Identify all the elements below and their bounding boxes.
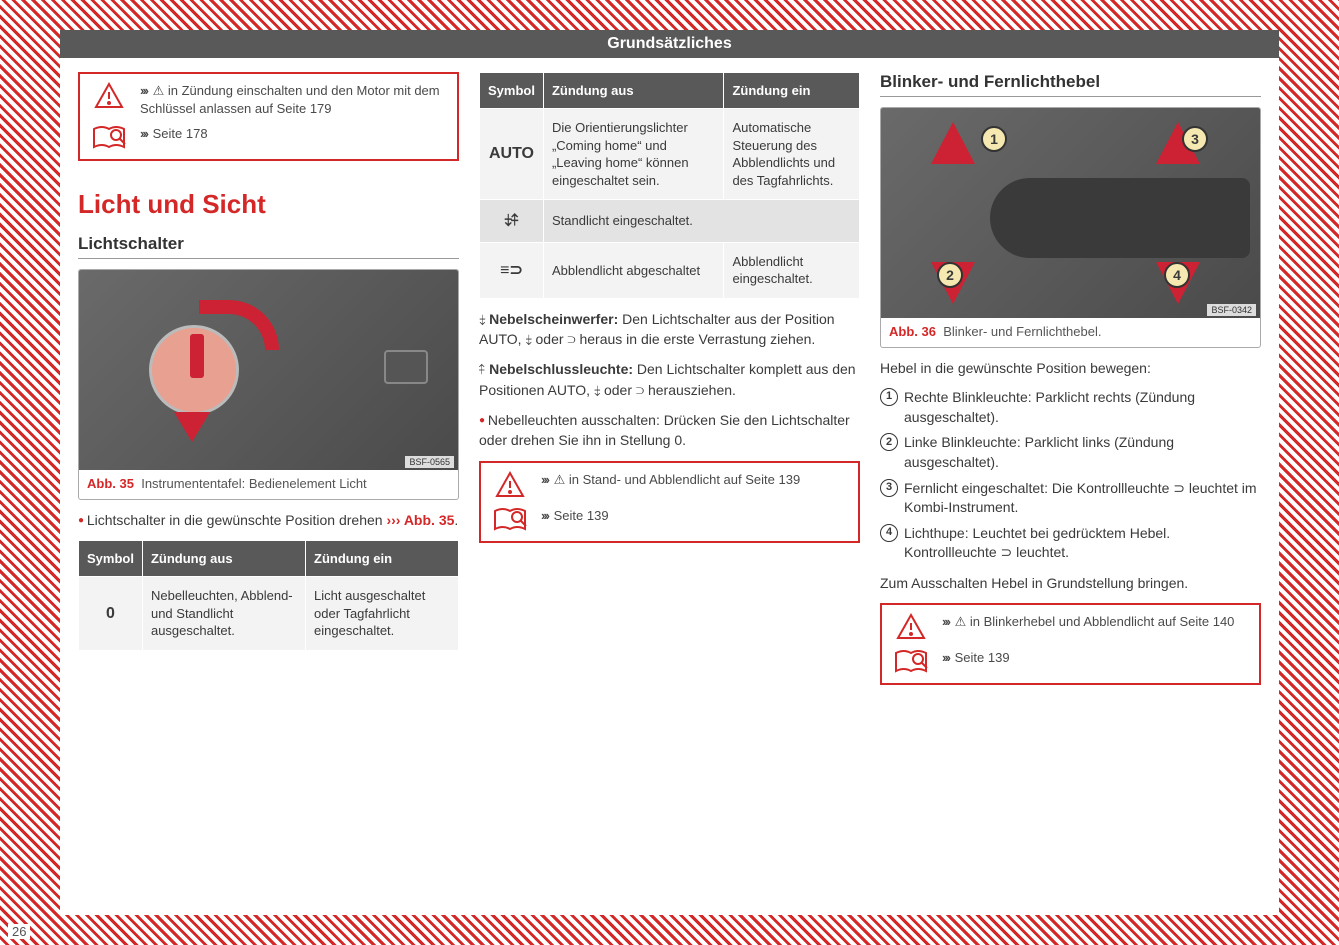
page-title: Licht und Sicht [78, 189, 459, 220]
content-columns: ››› ⚠ in Zündung einschalten und den Mot… [60, 72, 1279, 699]
parking-light-icon: ⤈⤉ [480, 200, 544, 243]
page-number: 26 [8, 924, 30, 939]
column-1: ››› ⚠ in Zündung einschalten und den Mot… [78, 72, 459, 699]
intro-text: Hebel in die gewünschte Position bewegen… [880, 358, 1261, 378]
figure-caption: Abb. 36 Blinker- und Fernlichthebel. [881, 318, 1260, 347]
manual-book-icon [491, 507, 529, 533]
list-item: 4Lichthupe: Leuchtet bei gedrücktem Hebe… [880, 524, 1261, 563]
marker-2: 2 [937, 262, 963, 288]
manual-book-icon [892, 649, 930, 675]
symbol-table-2: Symbol Zündung aus Zündung ein AUTO Die … [479, 72, 860, 299]
table-header: Symbol [480, 73, 544, 109]
column-3: Blinker- und Fernlichthebel 1 2 3 4 BSF-… [880, 72, 1261, 699]
warning-box: ››› ⚠ in Blinkerhebel und Abblendlicht a… [880, 603, 1261, 685]
table-row: 0 Nebelleuchten, Abblend- und Standlicht… [79, 577, 459, 651]
warning-box: ››› ⚠ in Stand- und Abblendlicht auf Sei… [479, 461, 860, 543]
subsection-heading: Lichtschalter [78, 234, 459, 259]
figure-35: BSF-0565 Abb. 35 Instrumententafel: Bedi… [78, 269, 459, 500]
warning-triangle-icon [491, 471, 529, 499]
list-item: 2Linke Blinkleuchte: Parklicht links (Zü… [880, 433, 1261, 472]
figure-caption: Abb. 35 Instrumententafel: Bedienelement… [79, 470, 458, 499]
fog-front-text: ⤈ Nebelscheinwerfer: Den Lichtschalter a… [479, 309, 860, 350]
figure-code: BSF-0342 [1207, 304, 1256, 316]
symbol-cell: 0 [79, 577, 143, 651]
warning-triangle-icon [892, 613, 930, 641]
marker-1: 1 [981, 126, 1007, 152]
reference-text: ››› Seite 139 [942, 649, 1010, 667]
table-cell: Nebelleuchten, Abblend- und Standlicht a… [142, 577, 305, 651]
figure-image: 1 2 3 4 BSF-0342 [881, 108, 1260, 318]
symbol-table-1: Symbol Zündung aus Zündung ein 0 Nebelle… [78, 540, 459, 651]
outro-text: Zum Ausschalten Hebel in Grundstellung b… [880, 573, 1261, 593]
table-row: ≡⊃ Abblendlicht abgeschaltet Abblendlich… [480, 242, 860, 298]
figure-image: BSF-0565 [79, 270, 458, 470]
marker-4: 4 [1164, 262, 1190, 288]
table-cell: Standlicht eingeschaltet. [543, 200, 859, 243]
marker-3: 3 [1182, 126, 1208, 152]
table-row: ⤈⤉ Standlicht eingeschaltet. [480, 200, 860, 243]
table-cell: Automatische Steuerung des Abblendlichts… [724, 109, 860, 200]
subsection-heading: Blinker- und Fernlichthebel [880, 72, 1261, 97]
symbol-cell: AUTO [480, 109, 544, 200]
fog-rear-text: ⤉ Nebelschlussleuchte: Den Lichtschalter… [479, 359, 860, 400]
table-cell: Abblendlicht eingeschaltet. [724, 242, 860, 298]
table-header: Zündung aus [543, 73, 723, 109]
low-beam-icon: ≡⊃ [480, 242, 544, 298]
warning-box: ››› ⚠ in Zündung einschalten und den Mot… [78, 72, 459, 161]
table-cell: Abblendlicht abgeschaltet [543, 242, 723, 298]
table-cell: Licht ausgeschaltet oder Tagfahrlicht ei… [306, 577, 459, 651]
reference-text: ››› Seite 139 [541, 507, 609, 525]
warning-triangle-icon [90, 82, 128, 110]
table-header: Zündung aus [142, 541, 305, 577]
table-header: Zündung ein [724, 73, 860, 109]
table-cell: Die Orientierungslichter „Coming home“ u… [543, 109, 723, 200]
manual-book-icon [90, 125, 128, 151]
table-header: Zündung ein [306, 541, 459, 577]
section-header: Grundsätzliches [60, 30, 1279, 58]
reference-text: ››› Seite 178 [140, 125, 208, 143]
table-header: Symbol [79, 541, 143, 577]
table-row: AUTO Die Orientierungslichter „Coming ho… [480, 109, 860, 200]
instruction-text: Lichtschalter in die gewünschte Position… [78, 510, 459, 530]
figure-code: BSF-0565 [405, 456, 454, 468]
fog-off-text: Nebelleuchten ausschalten: Drücken Sie d… [479, 410, 860, 451]
figure-36: 1 2 3 4 BSF-0342 Abb. 36 Blinker- und Fe… [880, 107, 1261, 348]
page: Grundsätzliches ››› ⚠ in Zündung einscha… [60, 30, 1279, 915]
list-item: 1Rechte Blinkleuchte: Parklicht rechts (… [880, 388, 1261, 427]
warning-text: ››› ⚠ in Zündung einschalten und den Mot… [140, 82, 447, 117]
column-2: Symbol Zündung aus Zündung ein AUTO Die … [479, 72, 860, 699]
warning-text: ››› ⚠ in Stand- und Abblendlicht auf Sei… [541, 471, 800, 489]
list-item: 3Fernlicht eingeschaltet: Die Kontrollle… [880, 479, 1261, 518]
warning-text: ››› ⚠ in Blinkerhebel und Abblendlicht a… [942, 613, 1234, 631]
